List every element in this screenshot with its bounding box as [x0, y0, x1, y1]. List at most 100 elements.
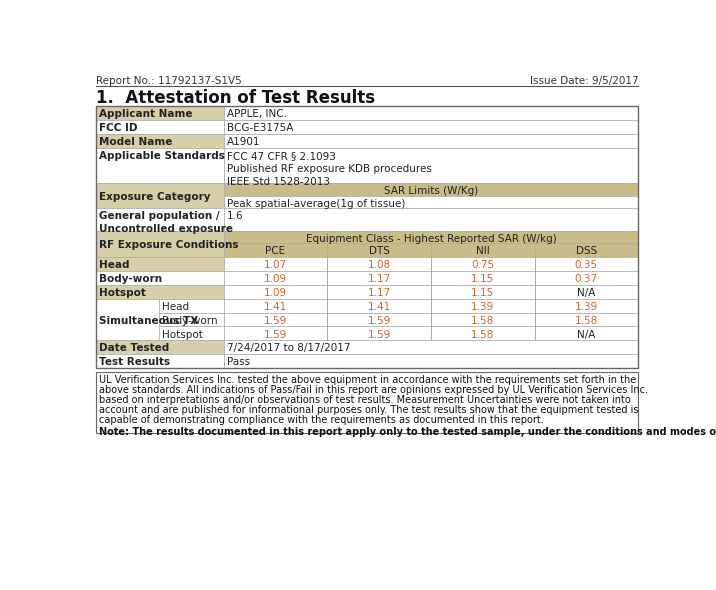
- Text: 1.15: 1.15: [471, 274, 494, 284]
- Bar: [96, 299, 159, 340]
- Bar: [223, 271, 327, 285]
- Text: Issue Date: 9/5/2017: Issue Date: 9/5/2017: [530, 76, 638, 86]
- Text: 1.39: 1.39: [575, 302, 598, 312]
- Text: Model Name: Model Name: [99, 137, 172, 147]
- Bar: [327, 285, 431, 299]
- Bar: [327, 271, 431, 285]
- Bar: [327, 326, 431, 340]
- Text: 1.08: 1.08: [367, 260, 391, 270]
- Bar: [431, 313, 535, 326]
- Text: Simultaneous TX: Simultaneous TX: [99, 316, 198, 326]
- Bar: [535, 271, 638, 285]
- Text: Body-worn: Body-worn: [99, 274, 162, 284]
- Text: Applicable Standards: Applicable Standards: [99, 151, 225, 161]
- Text: 1.6: 1.6: [227, 211, 243, 221]
- Text: Date Tested: Date Tested: [99, 343, 169, 353]
- Text: based on interpretations and/or observations of test results. Measurement Uncert: based on interpretations and/or observat…: [99, 395, 631, 405]
- Bar: [431, 257, 535, 271]
- Bar: [535, 326, 638, 340]
- Text: NII: NII: [476, 247, 490, 257]
- Text: 1.59: 1.59: [367, 330, 391, 339]
- Text: Test Results: Test Results: [99, 357, 170, 367]
- Bar: [96, 271, 223, 285]
- Text: 1.59: 1.59: [263, 330, 287, 339]
- Bar: [223, 231, 638, 243]
- Text: BCG-E3175A: BCG-E3175A: [227, 123, 293, 133]
- Text: Equipment Class - Highest Reported SAR (W/kg): Equipment Class - Highest Reported SAR (…: [306, 234, 556, 244]
- Bar: [431, 271, 535, 285]
- Text: 1.58: 1.58: [471, 316, 494, 326]
- Text: Body-worn: Body-worn: [163, 316, 218, 326]
- Bar: [223, 285, 327, 299]
- Bar: [535, 313, 638, 326]
- Bar: [327, 299, 431, 313]
- Bar: [223, 195, 638, 208]
- Text: Pass: Pass: [227, 357, 250, 367]
- Text: capable of demonstrating compliance with the requirements as documented in this : capable of demonstrating compliance with…: [99, 415, 543, 425]
- Text: 1.58: 1.58: [575, 316, 598, 326]
- Text: Note: The results documented in this report apply only to the tested sample, und: Note: The results documented in this rep…: [99, 427, 716, 437]
- Bar: [96, 106, 223, 120]
- Text: 0.35: 0.35: [575, 260, 598, 270]
- Bar: [327, 257, 431, 271]
- Bar: [96, 208, 223, 231]
- Bar: [535, 285, 638, 299]
- Text: Exposure Category: Exposure Category: [99, 192, 211, 202]
- Text: 1.17: 1.17: [367, 288, 391, 298]
- Text: 1.15: 1.15: [471, 288, 494, 298]
- Bar: [223, 299, 327, 313]
- Text: 1.09: 1.09: [263, 274, 287, 284]
- Bar: [96, 148, 223, 183]
- Text: above standards. All indications of Pass/Fail in this report are opinions expres: above standards. All indications of Pass…: [99, 385, 648, 395]
- Text: 1.  Attestation of Test Results: 1. Attestation of Test Results: [96, 89, 374, 107]
- Text: 0.37: 0.37: [575, 274, 598, 284]
- Text: DTS: DTS: [369, 247, 390, 257]
- Bar: [223, 340, 638, 354]
- Text: Hotspot: Hotspot: [163, 330, 203, 339]
- Bar: [535, 299, 638, 313]
- Bar: [223, 257, 327, 271]
- Bar: [223, 313, 327, 326]
- Text: FCC 47 CFR § 2.1093
Published RF exposure KDB procedures
IEEE Std 1528-2013: FCC 47 CFR § 2.1093 Published RF exposur…: [227, 151, 432, 187]
- Text: account and are published for informational purposes only. The test results show: account and are published for informatio…: [99, 405, 638, 415]
- Bar: [96, 372, 638, 434]
- Text: Peak spatial-average(1g of tissue): Peak spatial-average(1g of tissue): [227, 199, 405, 209]
- Bar: [159, 326, 223, 340]
- Text: 1.58: 1.58: [471, 330, 494, 339]
- Bar: [431, 326, 535, 340]
- Text: 1.39: 1.39: [471, 302, 494, 312]
- Bar: [96, 106, 638, 368]
- Bar: [159, 313, 223, 326]
- Text: 7/24/2017 to 8/17/2017: 7/24/2017 to 8/17/2017: [227, 343, 350, 353]
- Bar: [223, 183, 638, 195]
- Bar: [431, 285, 535, 299]
- Text: APPLE, INC.: APPLE, INC.: [227, 109, 286, 119]
- Bar: [223, 208, 638, 231]
- Text: DSS: DSS: [576, 247, 597, 257]
- Text: 0.75: 0.75: [471, 260, 494, 270]
- Bar: [535, 257, 638, 271]
- Text: Hotspot: Hotspot: [99, 288, 145, 298]
- Text: 1.07: 1.07: [263, 260, 287, 270]
- Bar: [223, 134, 638, 148]
- Bar: [223, 326, 327, 340]
- Text: N/A: N/A: [577, 330, 596, 339]
- Text: 1.59: 1.59: [367, 316, 391, 326]
- Bar: [223, 120, 638, 134]
- Bar: [96, 257, 223, 271]
- Text: RF Exposure Conditions: RF Exposure Conditions: [99, 240, 238, 250]
- Text: 1.59: 1.59: [263, 316, 287, 326]
- Bar: [223, 354, 638, 368]
- Text: Applicant Name: Applicant Name: [99, 109, 193, 119]
- Bar: [159, 299, 223, 313]
- Text: SAR Limits (W/Kg): SAR Limits (W/Kg): [384, 186, 478, 196]
- Bar: [96, 354, 223, 368]
- Text: Head: Head: [163, 302, 190, 312]
- Bar: [96, 285, 223, 299]
- Text: 1.41: 1.41: [367, 302, 391, 312]
- Text: 1.41: 1.41: [263, 302, 287, 312]
- Bar: [96, 134, 223, 148]
- Text: General population /
Uncontrolled exposure: General population / Uncontrolled exposu…: [99, 211, 233, 234]
- Bar: [96, 120, 223, 134]
- Text: FCC ID: FCC ID: [99, 123, 137, 133]
